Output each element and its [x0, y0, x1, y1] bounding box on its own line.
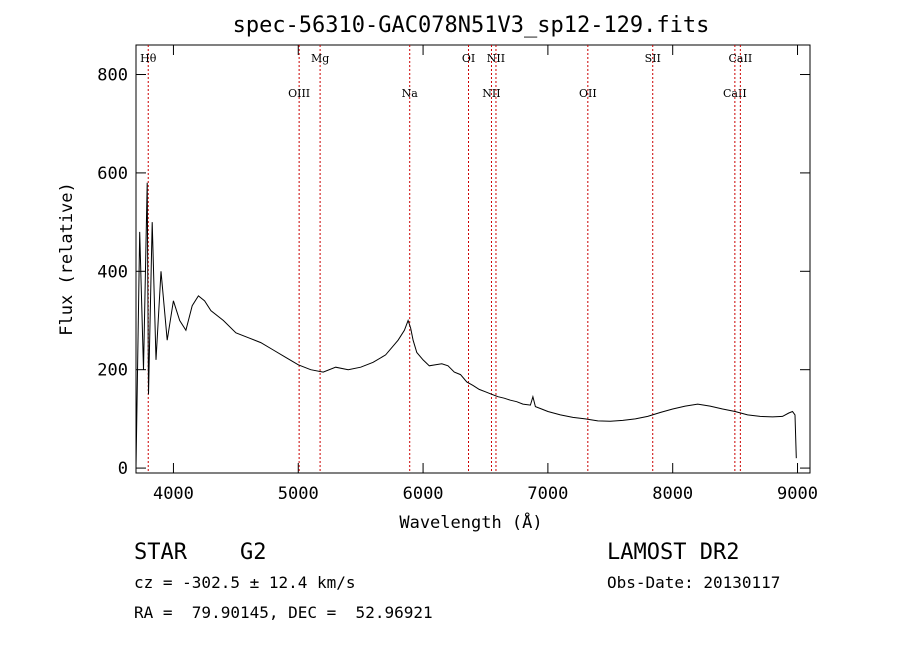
y-tick-label: 800	[97, 66, 128, 86]
emission-line-label: OI	[462, 52, 475, 65]
x-tick-label: 6000	[403, 484, 444, 504]
emission-lines: Hθ OIII Mg Na OI NII NII OII SII CaII CaII	[140, 45, 752, 473]
x-tick-label: 9000	[777, 484, 818, 504]
plot-frame	[135, 44, 811, 474]
emission-line-label: SII	[645, 52, 661, 65]
obs-date: Obs-Date: 20130117	[607, 573, 781, 592]
cz-value: cz = -302.5 ± 12.4 km/s	[134, 573, 356, 592]
y-tick-label: 400	[97, 262, 128, 282]
y-tick-label: 600	[97, 164, 128, 184]
spectrum-chart: spec-56310-GAC078N51V3_sp12-129.fits 400…	[57, 13, 818, 533]
emission-line-label: Mg	[311, 52, 329, 65]
coordinates: RA = 79.90145, DEC = 52.96921	[134, 603, 433, 622]
emission-line-label: Na	[402, 87, 419, 100]
x-tick-label: 8000	[652, 484, 693, 504]
x-tick-label: 4000	[153, 484, 194, 504]
x-tick-label: 7000	[527, 484, 568, 504]
chart-title: spec-56310-GAC078N51V3_sp12-129.fits	[233, 13, 710, 38]
emission-line-label: CaII	[729, 52, 753, 65]
spectrum-line	[135, 182, 797, 469]
emission-line-label: NII	[487, 52, 505, 65]
y-axis-label: Flux (relative)	[57, 182, 77, 336]
y-tick-label: 0	[118, 459, 128, 479]
y-tick-label: 200	[97, 361, 128, 381]
class-line: STAR G2	[134, 540, 267, 565]
survey-name: LAMOST DR2	[607, 540, 740, 565]
emission-line-label: NII	[482, 87, 500, 100]
emission-line-label: CaII	[723, 87, 747, 100]
emission-line-label: OII	[579, 87, 597, 100]
emission-line-label: OIII	[288, 87, 310, 100]
axis-ticks: 4000 5000 6000 7000 8000 9000 0 200 400 600 800	[97, 45, 818, 504]
x-axis-label: Wavelength (Å)	[399, 511, 542, 533]
emission-line-label: Hθ	[140, 52, 157, 65]
x-tick-label: 5000	[278, 484, 319, 504]
